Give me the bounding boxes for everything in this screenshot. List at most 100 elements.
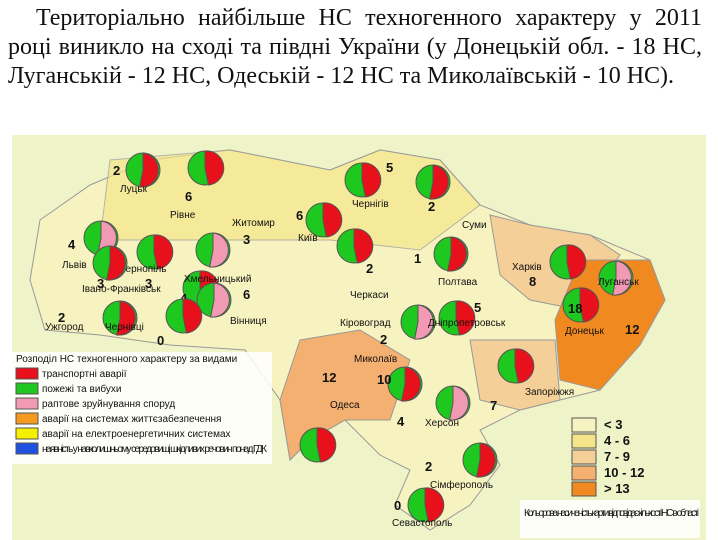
region-count: 2 [380, 332, 387, 347]
region-count: 2 [113, 163, 120, 178]
region-name: Чернігів [352, 199, 389, 210]
region-name: Херсон [425, 418, 459, 429]
legend-box [12, 352, 272, 464]
region-count: 4 [68, 237, 76, 252]
region-fill [279, 329, 411, 462]
region-count: 12 [625, 322, 639, 337]
region-count: 3 [145, 276, 152, 291]
scale-label: > 13 [604, 481, 630, 496]
region-name: Миколаїв [354, 354, 397, 365]
region-count: 0 [157, 333, 164, 348]
note-box [520, 500, 700, 538]
region-count: 6 [296, 208, 303, 223]
pie-slice [116, 300, 136, 336]
region-count: 7 [490, 398, 497, 413]
note: Кольорова насиченість карти відповідає к… [524, 507, 699, 519]
region-name: Вінниця [230, 316, 267, 327]
pie-slice [361, 162, 382, 198]
pie-slice [612, 260, 632, 296]
pie-slice [579, 287, 600, 323]
region-count: 2 [366, 261, 373, 276]
region-name: Суми [462, 220, 487, 231]
legend-swatch [15, 367, 39, 380]
pie-slice [139, 152, 159, 188]
pie-slice [449, 385, 469, 421]
region-count: 6 [185, 189, 192, 204]
scale-label: 7 - 9 [604, 449, 630, 464]
region-name: Полтава [438, 277, 478, 288]
region-count: 2 [58, 310, 65, 325]
region-name: Одеса [330, 400, 360, 411]
region-name: Кіровоград [340, 318, 391, 329]
region-name: Запоріжжя [525, 387, 574, 398]
pie-slice [316, 427, 337, 463]
scale-swatch [571, 433, 597, 449]
pie-slice [153, 234, 174, 270]
region-name: Київ [298, 233, 318, 244]
legend-title: Розподіл НС техногенного характеру за ви… [16, 354, 237, 365]
legend-label: наявність у навколишньому середовищі шкі… [42, 444, 267, 455]
region-count: 2 [425, 459, 432, 474]
scale-swatch [571, 465, 597, 481]
legend-label: аварії на системах життєзабезпечення [42, 413, 221, 425]
region-name: Тернопіль [120, 264, 166, 275]
pie-slice [204, 150, 225, 186]
pie-slice [455, 300, 476, 336]
legend-swatch [15, 382, 39, 395]
scale-label: 4 - 6 [604, 433, 630, 448]
region-name: Івано-Франківськ [82, 284, 161, 295]
region-name: Житомир [232, 218, 275, 229]
region-name: Харків [512, 262, 542, 273]
region-count: 0 [394, 498, 401, 513]
pie-slice [414, 304, 434, 340]
region-count: 10 [377, 372, 391, 387]
region-count: 3 [243, 232, 250, 247]
scale-swatch [571, 481, 597, 497]
pie-slice [209, 232, 229, 268]
scale-swatch [571, 449, 597, 465]
legend-label: транспортні аварії [42, 369, 127, 380]
scale-swatch [571, 417, 597, 433]
scale-label: < 3 [604, 417, 622, 432]
region-name: Дніпропетровськ [428, 318, 506, 329]
region-name: Черкаси [350, 290, 389, 301]
legend-swatch [15, 427, 39, 440]
region-count: 4 [397, 414, 405, 429]
region-count: 6 [243, 287, 250, 302]
pie-slice [447, 236, 467, 272]
region-name: Ужгород [45, 322, 84, 333]
region-count: 18 [568, 301, 582, 316]
legend-label: раптове зруйнування споруд [42, 399, 175, 410]
pie-slice [514, 348, 535, 384]
region-name: Луганськ [598, 277, 639, 288]
pie-slice [424, 487, 445, 523]
region-count: 12 [322, 370, 336, 385]
region-count: 8 [529, 274, 536, 289]
region-name: Хмельницький [184, 274, 251, 285]
region-name: Львів [62, 260, 87, 271]
pie-slice [566, 244, 587, 280]
pie-slice [182, 298, 203, 334]
legend-label: пожежі та вибухи [42, 383, 122, 395]
region-name: Рівне [170, 210, 196, 221]
header-text: Територіально найбільше НС техногенного … [8, 5, 702, 89]
pie-slice [322, 202, 343, 238]
pie-slice [210, 282, 230, 318]
region-name: Чернівці [105, 322, 144, 333]
region-count: 5 [474, 300, 481, 315]
region-name: Сімферополь [430, 479, 493, 491]
region-count: 1 [414, 251, 421, 266]
pie-slice [476, 442, 496, 478]
pie-slice [429, 164, 449, 200]
scale-label: 10 - 12 [604, 465, 644, 480]
region-count: 2 [428, 199, 435, 214]
pie-slice [401, 366, 421, 402]
region-count: 3 [97, 276, 104, 291]
legend-swatch [15, 412, 39, 425]
pie-slice [353, 228, 374, 264]
region-name: Севастополь [392, 518, 452, 529]
legend-label: аварії на електроенергетичних системах [42, 429, 231, 440]
region-name: Донецьк [565, 326, 604, 337]
